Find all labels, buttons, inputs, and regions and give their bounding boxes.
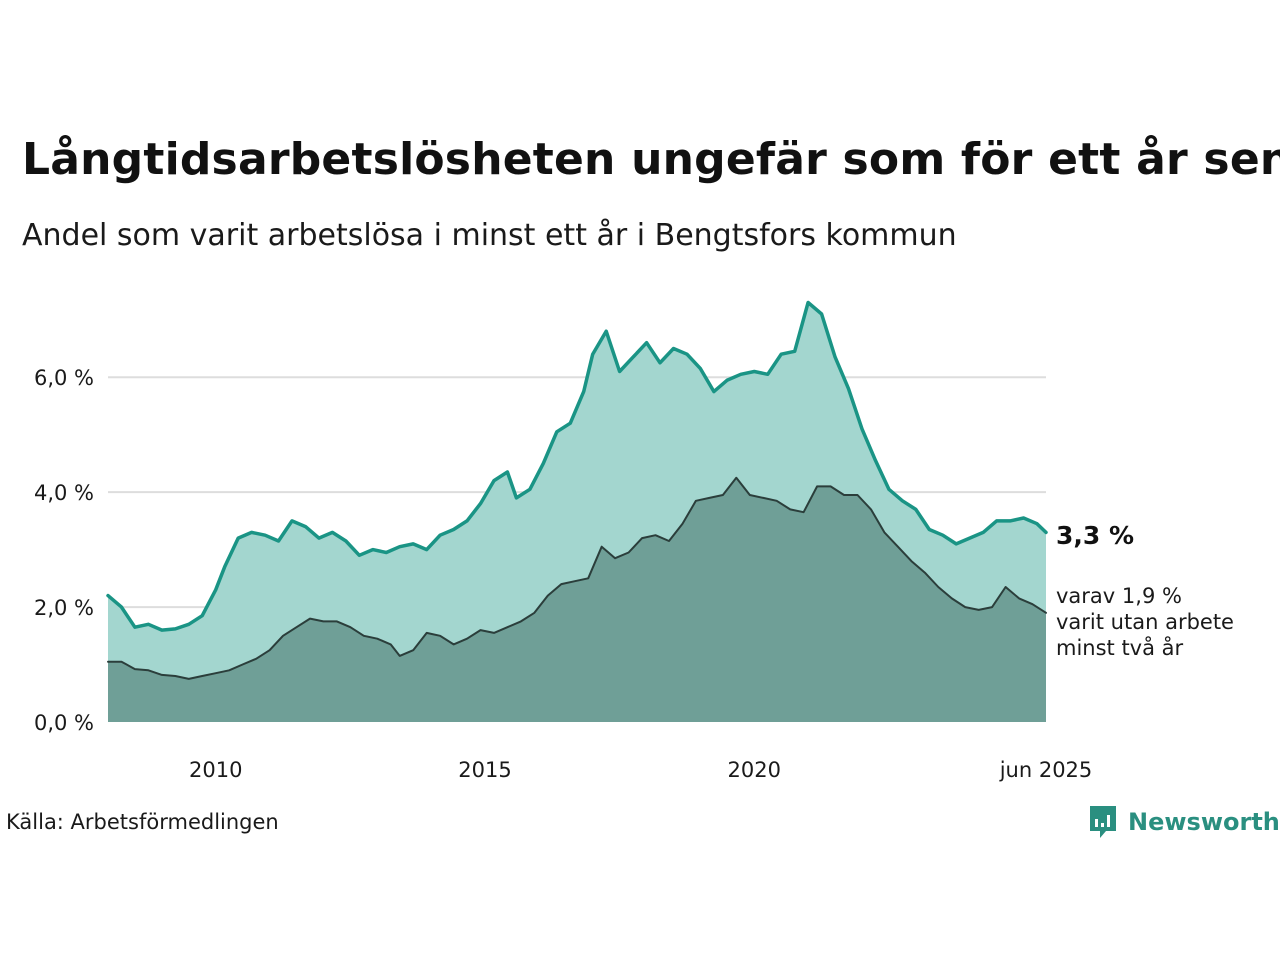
area-chart: 0,0 % 2,0 % 4,0 % 6,0 % 2010 2015 2020 jun 2025… [34,300,1234,782]
chart-title: Långtidsarbetslösheten ungefär som för e… [22,134,1280,185]
newsworthy-logo: Newsworthy [1088,804,1280,840]
y-tick-label: 0,0 % [34,711,94,735]
y-tick-label: 4,0 % [34,481,94,505]
source-note: Källa: Arbetsförmedlingen [6,810,279,834]
chart-subtitle: Andel som varit arbetslösa i minst ett å… [22,218,957,253]
newsworthy-logo-text: Newsworthy [1128,808,1280,836]
newsworthy-logo-icon [1090,806,1116,838]
area-layer [108,302,1046,722]
line-layer [106,300,1048,680]
x-tick-label: jun 2025 [999,758,1093,782]
two-year-label-line: varit utan arbete [1056,610,1234,634]
x-tick-label: 2010 [189,758,242,782]
two-year-area [108,477,1046,722]
y-tick-label: 6,0 % [34,366,94,390]
total-line [106,300,1048,632]
total-value-label: 3,3 % [1056,521,1134,550]
axis-layer: 0,0 % 2,0 % 4,0 % 6,0 % 2010 2015 2020 jun 2025 [34,366,1092,782]
y-tick-label: 2,0 % [34,596,94,620]
x-tick-label: 2015 [458,758,511,782]
two-year-label-line: minst två år [1056,635,1184,660]
two-year-label-line: varav 1,9 % [1056,584,1182,608]
two-year-line [107,476,1047,680]
x-tick-label: 2020 [728,758,781,782]
